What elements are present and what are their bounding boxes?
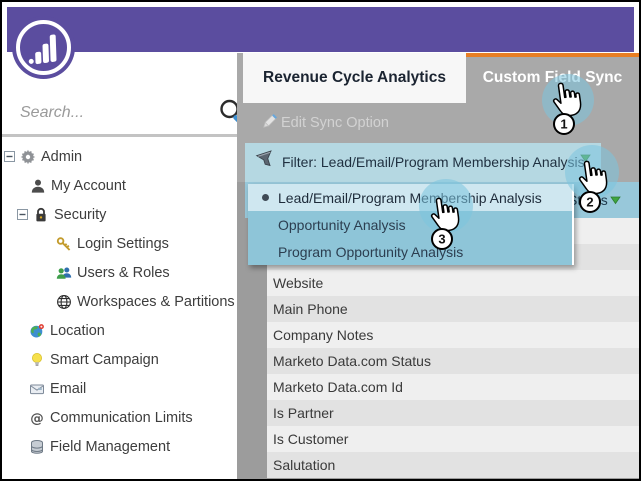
selected-bullet-icon — [262, 194, 269, 201]
sidebar-item-email[interactable]: Email — [29, 378, 86, 399]
at-sign-icon: @ — [30, 410, 44, 425]
sidebar-item-label: Location — [50, 322, 105, 339]
logo-ring — [16, 20, 71, 75]
filter-bar[interactable] — [245, 143, 601, 182]
step-number: 1 — [560, 117, 567, 132]
table-row[interactable]: Main Phone — [267, 296, 639, 322]
sidebar-item-label: Workspaces & Partitions — [77, 293, 235, 310]
edit-pencil-icon — [263, 113, 278, 128]
tab-revenue-cycle-analytics[interactable]: Revenue Cycle Analytics — [243, 53, 466, 103]
edit-sync-option-button[interactable]: Edit Sync Option — [281, 115, 389, 131]
person-icon — [31, 179, 45, 193]
sidebar-divider — [2, 134, 237, 137]
field-name: Website — [273, 275, 324, 291]
svg-text:@: @ — [30, 410, 44, 425]
lock-icon — [36, 207, 46, 221]
lightbulb-icon — [32, 352, 42, 366]
key-icon — [56, 236, 71, 251]
sidebar-item-login-settings[interactable]: Login Settings — [56, 233, 169, 254]
field-name: Main Phone — [273, 301, 348, 317]
field-name: Is Customer — [273, 431, 349, 447]
step-number: 3 — [438, 232, 445, 247]
step-number: 2 — [586, 195, 593, 210]
sidebar-item-label: Communication Limits — [50, 409, 193, 426]
table-row[interactable]: Marketo Data.com Id — [267, 374, 639, 400]
top-nav-bar — [7, 7, 634, 52]
callout-cursor-2: 2 — [576, 160, 609, 213]
filter-label: Filter: Lead/Email/Program Membership An… — [282, 154, 585, 170]
sidebar-item-label: Login Settings — [77, 235, 169, 252]
table-row[interactable]: Salutation — [267, 452, 639, 478]
dropdown-item[interactable]: Opportunity Analysis — [248, 211, 572, 238]
dropdown-item[interactable]: Program Opportunity Analysis — [248, 238, 572, 265]
callout-cursor-3: 3 — [428, 197, 461, 250]
sidebar-item-security[interactable]: Security — [17, 204, 106, 225]
sidebar-item-admin[interactable]: Admin — [4, 146, 82, 167]
tab-label: Revenue Cycle Analytics — [263, 69, 446, 86]
envelope-icon — [30, 384, 44, 394]
active-tab-indicator — [466, 53, 639, 57]
sidebar-item-users-roles[interactable]: Users & Roles — [56, 262, 170, 283]
filter-dropdown-menu: Lead/Email/Program Membership Analysis O… — [248, 184, 574, 265]
field-name: Salutation — [273, 457, 336, 473]
sidebar-item-label: Email — [50, 380, 87, 397]
marketo-logo-icon[interactable] — [12, 16, 75, 79]
filter-funnel-icon — [255, 150, 272, 167]
users-icon — [56, 267, 72, 279]
sidebar-item-location[interactable]: Location — [29, 320, 105, 341]
globe-icon — [57, 294, 71, 309]
field-name: Marketo Data.com Id — [273, 379, 403, 395]
table-row[interactable]: Marketo Data.com Status — [267, 348, 639, 374]
dropdown-item-label: Program Opportunity Analysis — [278, 243, 464, 260]
earth-icon — [30, 323, 44, 337]
callout-cursor-1: 1 — [550, 82, 583, 135]
collapse-expander-icon[interactable] — [17, 209, 28, 220]
dropdown-item-selected[interactable]: Lead/Email/Program Membership Analysis — [248, 184, 572, 211]
step-badge — [431, 228, 453, 250]
sidebar-item-smart-campaign[interactable]: Smart Campaign — [29, 349, 159, 370]
dropdown-item-label: Lead/Email/Program Membership Analysis — [278, 189, 542, 206]
field-name: Company Notes — [273, 327, 374, 343]
dropdown-item-label: Opportunity Analysis — [278, 216, 406, 233]
search-input[interactable]: Search... — [20, 104, 85, 121]
database-icon — [31, 439, 43, 454]
collapse-expander-icon[interactable] — [4, 151, 15, 162]
sidebar-item-label: Admin — [41, 148, 83, 165]
table-row[interactable]: Is Partner — [267, 400, 639, 426]
field-name: Is Partner — [273, 405, 334, 421]
sidebar-item-label: Security — [54, 206, 107, 223]
table-row[interactable]: Website — [267, 270, 639, 296]
table-row[interactable]: Company Notes — [267, 322, 639, 348]
step-badge — [553, 113, 575, 135]
gear-icon — [20, 149, 36, 164]
sidebar-item-label: Field Management — [50, 438, 171, 455]
sidebar-item-communication-limits[interactable]: @ Communication Limits — [29, 407, 193, 428]
logo-bars — [25, 31, 63, 65]
sidebar-item-field-management[interactable]: Field Management — [29, 436, 170, 457]
sidebar-item-label: Smart Campaign — [50, 351, 159, 368]
sidebar-item-label: My Account — [51, 177, 126, 194]
sidebar-item-workspaces-partitions[interactable]: Workspaces & Partitions — [56, 291, 235, 312]
table-row[interactable]: Is Customer — [267, 426, 639, 452]
sidebar — [2, 52, 237, 479]
sidebar-item-my-account[interactable]: My Account — [30, 175, 126, 196]
step-badge — [579, 191, 601, 213]
field-name: Marketo Data.com Status — [273, 353, 431, 369]
sidebar-item-label: Users & Roles — [77, 264, 170, 281]
